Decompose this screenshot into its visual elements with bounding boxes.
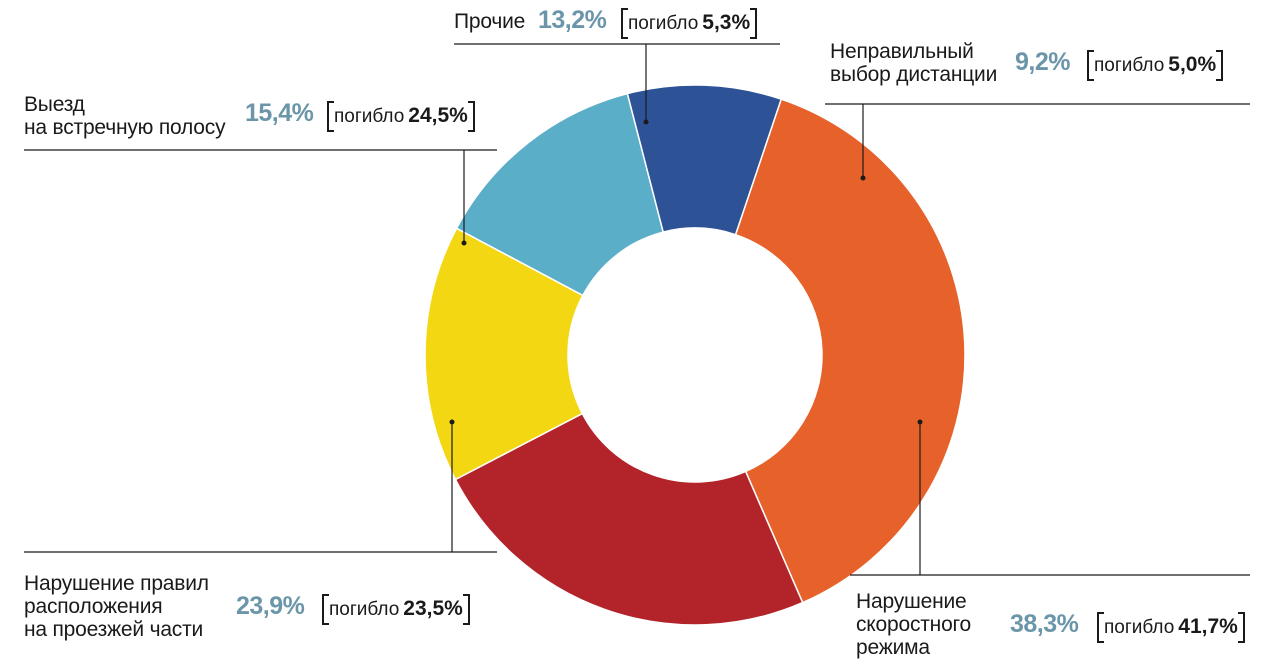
value-label-lane-position: 23,9% [236, 592, 305, 620]
category-line: Нарушение [856, 590, 967, 613]
value-label-oncoming-lane: 15,4% [245, 99, 314, 127]
category-line: Прочие [454, 10, 526, 33]
leader-dot-distance [860, 175, 866, 181]
category-line: Неправильный [830, 40, 974, 63]
category-line: режима [856, 636, 930, 659]
label-other: Прочие [454, 10, 525, 33]
leader-dot-lane-position [449, 419, 455, 425]
slice-other [455, 92, 665, 297]
deaths-label-distance: погибло 5,0% [1087, 50, 1224, 81]
category-line: Выезд [24, 93, 85, 116]
label-speeding: Нарушение скоростного режима [856, 590, 971, 659]
slice-oncoming-lane [424, 227, 584, 481]
leader-dot-oncoming-lane [461, 240, 467, 246]
category-line: на встречную полосу [24, 116, 226, 139]
leader-dot-speeding [917, 419, 923, 425]
category-line: Нарушение правил [24, 572, 209, 595]
deaths-label-oncoming-lane: погибло 24,5% [327, 101, 475, 132]
value-label-speeding: 38,3% [1010, 610, 1079, 638]
slice-distance [626, 84, 783, 236]
deaths-label-speeding: погибло 41,7% [1097, 612, 1245, 643]
leader-dot-other [643, 119, 649, 125]
value-label-distance: 9,2% [1015, 48, 1070, 76]
slice-lane-position [454, 412, 804, 626]
category-line: на проезжей части [24, 618, 204, 641]
label-oncoming-lane: Выезд на встречную полосу [24, 93, 226, 139]
category-line: скоростного [856, 613, 972, 636]
category-line: расположения [24, 595, 163, 618]
label-distance: Неправильный выбор дистанции [830, 40, 997, 86]
deaths-label-lane-position: погибло 23,5% [322, 594, 470, 625]
label-lane-position: Нарушение правил расположения на проезже… [24, 572, 209, 641]
value-label-other: 13,2% [538, 6, 607, 34]
slice-speeding [734, 98, 966, 604]
deaths-label-other: погибло 5,3% [621, 8, 758, 39]
category-line: выбор дистанции [830, 63, 998, 86]
